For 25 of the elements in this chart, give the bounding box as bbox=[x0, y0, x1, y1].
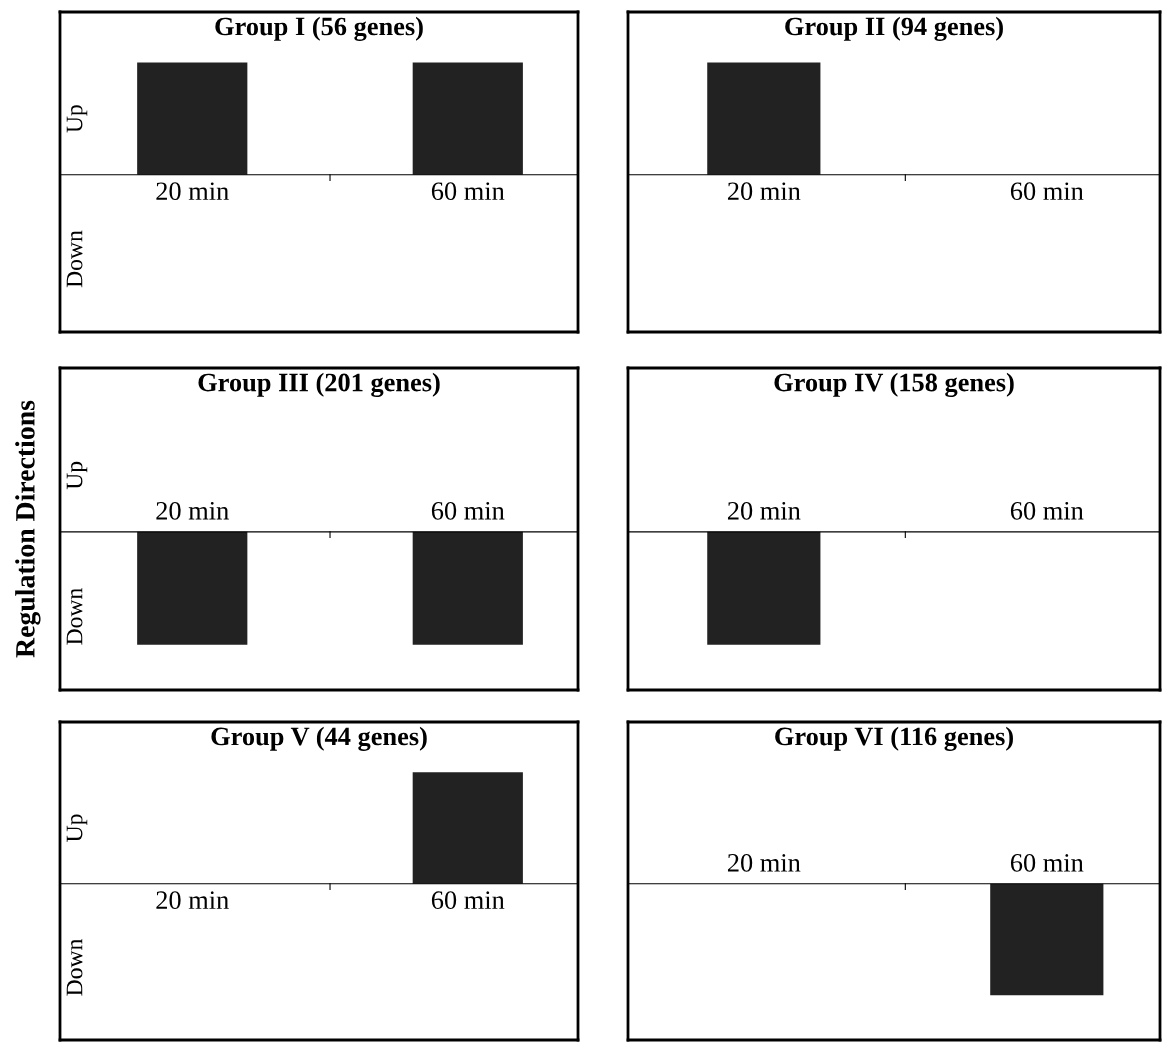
annotation: Down bbox=[66, 588, 83, 645]
x-tick-label: 60 min bbox=[1010, 853, 1084, 872]
text: Down bbox=[66, 938, 83, 996]
x-tick-label: 20 min bbox=[727, 182, 801, 201]
x-tick-label: 20 min bbox=[727, 853, 801, 872]
x-tick-label: 20 min bbox=[156, 501, 229, 520]
x-tick-label: 60 min bbox=[431, 501, 505, 520]
x-tick-label: 60 min bbox=[431, 182, 505, 201]
chart-title: Group V (44 genes) bbox=[211, 726, 427, 751]
y-axis-title: Regulation Directions bbox=[15, 400, 41, 658]
text: Down bbox=[66, 230, 83, 288]
annotation: Up bbox=[66, 814, 88, 842]
x-tick-label: 60 min bbox=[1010, 501, 1084, 520]
x-tick-label: 60 min bbox=[431, 891, 505, 910]
x-tick-label: 20 min bbox=[156, 891, 229, 910]
chart-title: Group I (56 genes) bbox=[215, 16, 423, 41]
chart-title: Group III (201 genes) bbox=[198, 372, 440, 397]
x-tick-label: 60 min bbox=[1010, 182, 1084, 201]
annotation: Up bbox=[66, 105, 88, 133]
x-tick-label: 20 min bbox=[156, 182, 229, 201]
chart-title: Group II (94 genes) bbox=[785, 16, 1003, 41]
chart-title: Group IV (158 genes) bbox=[774, 372, 1014, 397]
chart-title: Group VI (116 genes) bbox=[775, 726, 1013, 751]
x-tick-label: 20 min bbox=[727, 501, 801, 520]
text: Up bbox=[66, 461, 88, 490]
